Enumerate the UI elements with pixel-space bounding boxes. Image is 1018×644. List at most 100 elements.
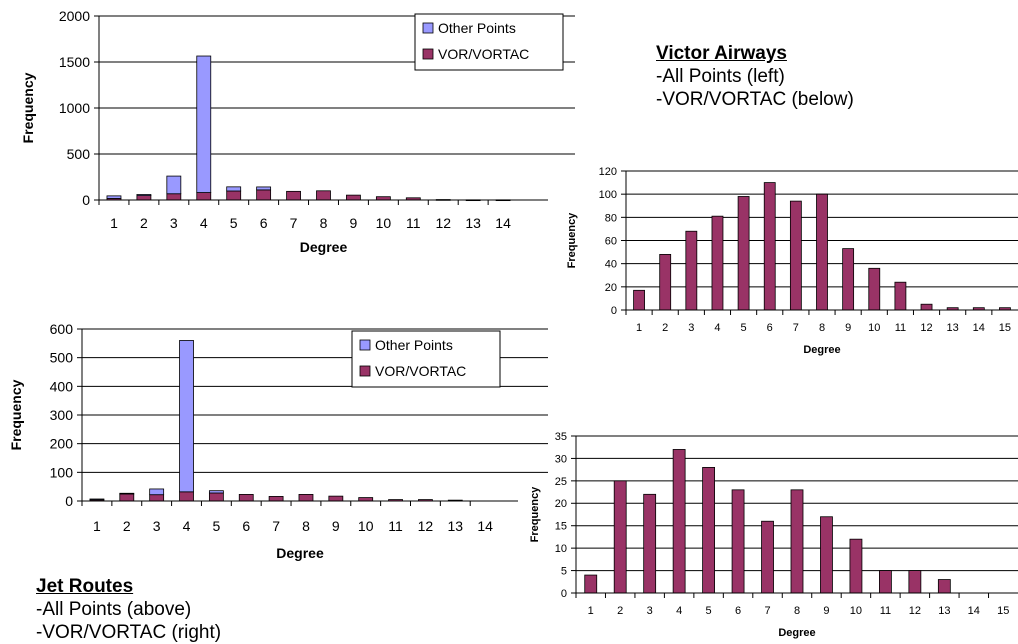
x-tick-label: 1 [93, 518, 101, 534]
x-tick-label: 5 [230, 215, 238, 231]
victor-airways-title: Victor Airways [656, 43, 787, 64]
x-tick-label: 4 [200, 215, 208, 231]
bar-other-points [89, 498, 105, 501]
x-tick-label: 8 [320, 215, 328, 231]
y-tick-label: 20 [605, 282, 617, 294]
x-tick-label: 3 [688, 322, 694, 334]
x-tick-label: 9 [332, 518, 340, 534]
y-axis-title: Frequency [566, 212, 578, 269]
x-tick-label: 6 [260, 215, 268, 231]
bar-vor-vortac [316, 190, 331, 201]
x-tick-label: 5 [706, 605, 712, 617]
x-tick-label: 12 [909, 605, 921, 617]
bar-vor-vortac [789, 200, 802, 311]
bar-vor-vortac [286, 190, 301, 201]
bar-vor-vortac [702, 466, 715, 594]
y-axis-title: Frequency [8, 379, 24, 450]
bar-vor-vortac [226, 190, 242, 201]
bar-vor-vortac [179, 491, 194, 502]
bar-vor-vortac [816, 193, 828, 311]
bar-vor-vortac [196, 192, 212, 201]
bar-vor-vortac [119, 493, 135, 502]
bar-vor-vortac [256, 189, 272, 201]
x-tick-label: 8 [819, 322, 825, 334]
x-tick-label: 13 [447, 518, 463, 534]
bar-vor-vortac [849, 538, 863, 594]
x-tick-label: 15 [997, 605, 1009, 617]
victor-airways-line-1: -All Points (left) [656, 66, 785, 87]
y-tick-label: 120 [599, 166, 617, 178]
x-tick-label: 9 [845, 322, 851, 334]
x-tick-label: 13 [947, 322, 959, 334]
bar-vor-vortac [737, 196, 750, 311]
bar-vor-vortac [136, 195, 152, 201]
x-tick-label: 7 [290, 215, 298, 231]
bar-vor-vortac [820, 516, 833, 594]
x-tick-label: 10 [358, 518, 374, 534]
y-tick-label: 20 [555, 498, 567, 510]
x-tick-label: 9 [823, 605, 829, 617]
y-tick-label: 35 [555, 431, 567, 443]
bar-vor-vortac [685, 230, 698, 311]
x-tick-label: 6 [735, 605, 741, 617]
bar-vor-vortac [328, 495, 344, 502]
bar-vor-vortac [908, 570, 922, 594]
victor-airways-caption: Victor Airways -All Points (left) -VOR/V… [656, 42, 854, 111]
x-tick-label: 2 [662, 322, 668, 334]
x-tick-label: 5 [741, 322, 747, 334]
y-tick-label: 2000 [59, 8, 90, 24]
y-tick-label: 500 [67, 146, 91, 162]
legend-swatch-vor-vortac [422, 48, 434, 60]
x-tick-label: 7 [764, 605, 770, 617]
bar-vor-vortac [937, 579, 951, 594]
x-tick-label: 3 [170, 215, 178, 231]
bar-other-points [196, 55, 212, 193]
x-tick-label: 3 [647, 605, 653, 617]
x-tick-label: 2 [617, 605, 623, 617]
bar-other-points [208, 490, 224, 494]
y-tick-label: 0 [611, 305, 617, 317]
bar-vor-vortac [643, 493, 657, 594]
jet-routes-line-1: -All Points (above) [36, 599, 192, 620]
x-tick-label: 2 [140, 215, 148, 231]
x-tick-label: 10 [376, 215, 392, 231]
x-tick-label: 9 [350, 215, 358, 231]
y-tick-label: 80 [605, 212, 617, 224]
x-axis-title: Degree [778, 627, 815, 639]
bar-other-points [149, 488, 165, 496]
y-tick-label: 40 [605, 259, 617, 271]
x-tick-label: 5 [212, 518, 220, 534]
y-tick-label: 100 [599, 189, 617, 201]
victor-airways-line-2: -VOR/VORTAC (below) [656, 89, 854, 110]
legend-box [351, 330, 501, 388]
bar-vor-vortac [166, 193, 182, 201]
y-tick-label: 100 [50, 464, 74, 480]
bar-vor-vortac [346, 194, 361, 201]
bar-other-points [226, 186, 242, 192]
bar-other-points [166, 175, 182, 195]
x-tick-label: 7 [793, 322, 799, 334]
bar-vor-vortac [790, 489, 804, 594]
x-tick-label: 3 [153, 518, 161, 534]
y-tick-label: 15 [555, 521, 567, 533]
bar-vor-vortac [879, 570, 892, 594]
y-tick-label: 25 [555, 476, 567, 488]
y-tick-label: 5 [561, 566, 567, 578]
y-axis-title: Frequency [20, 72, 36, 143]
x-tick-label: 14 [495, 215, 511, 231]
x-tick-label: 8 [302, 518, 310, 534]
x-tick-label: 4 [183, 518, 191, 534]
legend-label-vor-vortac: VOR/VORTAC [438, 46, 529, 62]
x-tick-label: 7 [272, 518, 280, 534]
jet-routes-caption: Jet Routes -All Points (above) -VOR/VORT… [36, 575, 221, 644]
bar-vor-vortac [763, 182, 776, 311]
jet-routes-line-2: -VOR/VORTAC (right) [36, 622, 222, 643]
bar-other-points [179, 340, 194, 493]
x-tick-label: 12 [418, 518, 434, 534]
x-axis-title: Degree [300, 239, 348, 255]
x-tick-label: 13 [938, 605, 950, 617]
bar-other-points [256, 186, 272, 191]
